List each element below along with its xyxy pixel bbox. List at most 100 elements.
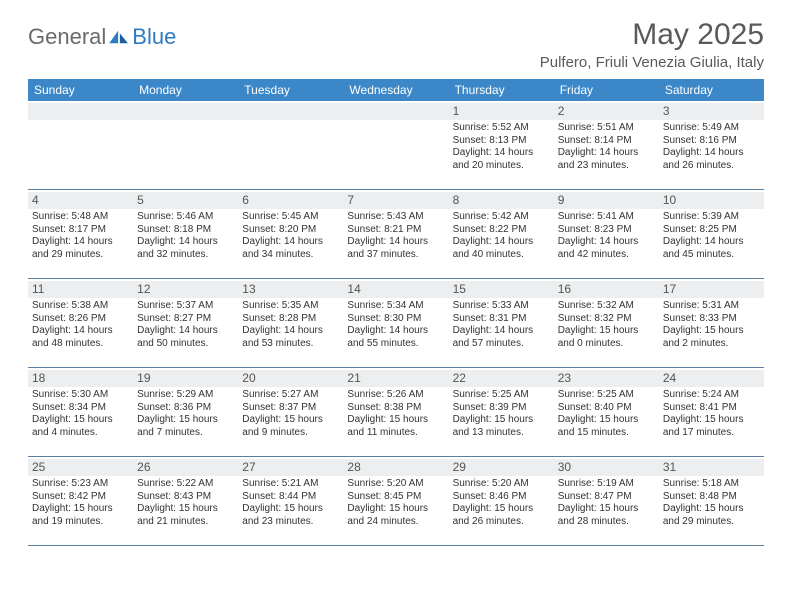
day-detail-line: and 37 minutes. bbox=[347, 249, 444, 262]
day-detail-line: Daylight: 15 hours bbox=[32, 414, 129, 427]
day-detail-line: Sunset: 8:17 PM bbox=[32, 224, 129, 237]
day-detail-line: Sunrise: 5:24 AM bbox=[663, 389, 760, 402]
day-number: 10 bbox=[659, 192, 764, 209]
dow-wednesday: Wednesday bbox=[343, 79, 448, 101]
day-cell: 10 Sunrise: 5:39 AMSunset: 8:25 PMDayligh… bbox=[659, 190, 764, 278]
week-row: 18Sunrise: 5:30 AMSunset: 8:34 PMDayligh… bbox=[28, 368, 764, 457]
day-detail-line: and 23 minutes. bbox=[242, 516, 339, 529]
logo-text-blue: Blue bbox=[132, 24, 176, 50]
day-detail-line: Sunset: 8:36 PM bbox=[137, 402, 234, 415]
day-detail-line: Sunrise: 5:33 AM bbox=[453, 300, 550, 313]
day-cell: 16Sunrise: 5:32 AMSunset: 8:32 PMDayligh… bbox=[554, 279, 659, 367]
day-number: 23 bbox=[554, 370, 659, 387]
day-cell: 22Sunrise: 5:25 AMSunset: 8:39 PMDayligh… bbox=[449, 368, 554, 456]
day-number: 21 bbox=[343, 370, 448, 387]
day-detail-line: and 19 minutes. bbox=[32, 516, 129, 529]
day-cell: 20Sunrise: 5:27 AMSunset: 8:37 PMDayligh… bbox=[238, 368, 343, 456]
day-cell: 23Sunrise: 5:25 AMSunset: 8:40 PMDayligh… bbox=[554, 368, 659, 456]
day-number: 27 bbox=[238, 459, 343, 476]
day-detail-line: Sunset: 8:31 PM bbox=[453, 313, 550, 326]
day-detail-line: and 21 minutes. bbox=[137, 516, 234, 529]
day-cell: 6Sunrise: 5:45 AMSunset: 8:20 PMDaylight… bbox=[238, 190, 343, 278]
day-detail-line: and 50 minutes. bbox=[137, 338, 234, 351]
day-detail-line: Daylight: 14 hours bbox=[453, 147, 550, 160]
day-detail-line: Sunrise: 5:30 AM bbox=[32, 389, 129, 402]
day-detail-line: Daylight: 15 hours bbox=[453, 503, 550, 516]
day-detail-line: Daylight: 14 hours bbox=[32, 236, 129, 249]
day-detail-line: and 7 minutes. bbox=[137, 427, 234, 440]
day-detail-line: Sunset: 8:30 PM bbox=[347, 313, 444, 326]
day-number: 28 bbox=[343, 459, 448, 476]
day-detail-line: Daylight: 15 hours bbox=[242, 503, 339, 516]
day-detail-line: Daylight: 14 hours bbox=[347, 325, 444, 338]
day-detail-line: Daylight: 14 hours bbox=[347, 236, 444, 249]
logo-sail-icon bbox=[108, 29, 130, 45]
day-number: 1 bbox=[449, 103, 554, 120]
day-detail-line: Daylight: 15 hours bbox=[453, 414, 550, 427]
location-subtitle: Pulfero, Friuli Venezia Giulia, Italy bbox=[540, 54, 764, 71]
day-cell: 5Sunrise: 5:46 AMSunset: 8:18 PMDaylight… bbox=[133, 190, 238, 278]
day-detail-line: Daylight: 15 hours bbox=[242, 414, 339, 427]
day-detail-line: Daylight: 14 hours bbox=[32, 325, 129, 338]
dow-saturday: Saturday bbox=[659, 79, 764, 101]
day-detail-line: Sunrise: 5:29 AM bbox=[137, 389, 234, 402]
day-detail-line: and 15 minutes. bbox=[558, 427, 655, 440]
day-detail-line: Sunset: 8:39 PM bbox=[453, 402, 550, 415]
day-number: 5 bbox=[133, 192, 238, 209]
day-cell: 14Sunrise: 5:34 AMSunset: 8:30 PMDayligh… bbox=[343, 279, 448, 367]
day-number: 30 bbox=[554, 459, 659, 476]
day-detail-line: Sunset: 8:46 PM bbox=[453, 491, 550, 504]
dow-tuesday: Tuesday bbox=[238, 79, 343, 101]
day-detail-line: Sunrise: 5:26 AM bbox=[347, 389, 444, 402]
day-detail-line: Sunset: 8:21 PM bbox=[347, 224, 444, 237]
day-detail-line: Sunset: 8:42 PM bbox=[32, 491, 129, 504]
day-detail-line: Sunset: 8:33 PM bbox=[663, 313, 760, 326]
day-detail-line: Sunset: 8:13 PM bbox=[453, 135, 550, 148]
day-detail-line: Sunset: 8:25 PM bbox=[663, 224, 760, 237]
day-cell: 8Sunrise: 5:42 AMSunset: 8:22 PMDaylight… bbox=[449, 190, 554, 278]
day-detail-line: Daylight: 14 hours bbox=[558, 147, 655, 160]
day-cell: 18Sunrise: 5:30 AMSunset: 8:34 PMDayligh… bbox=[28, 368, 133, 456]
day-detail-line: and 17 minutes. bbox=[663, 427, 760, 440]
day-detail-line: Daylight: 15 hours bbox=[347, 414, 444, 427]
day-detail-line: Sunrise: 5:45 AM bbox=[242, 211, 339, 224]
day-number: 2 bbox=[554, 103, 659, 120]
day-detail-line: Daylight: 15 hours bbox=[663, 503, 760, 516]
dow-friday: Friday bbox=[554, 79, 659, 101]
calendar-page: General Blue May 2025 Pulfero, Friuli Ve… bbox=[0, 0, 792, 566]
day-number: 14 bbox=[343, 281, 448, 298]
day-detail-line: Daylight: 14 hours bbox=[453, 236, 550, 249]
day-cell: 17Sunrise: 5:31 AMSunset: 8:33 PMDayligh… bbox=[659, 279, 764, 367]
day-detail-line: and 11 minutes. bbox=[347, 427, 444, 440]
day-detail-line: Sunrise: 5:51 AM bbox=[558, 122, 655, 135]
day-detail-line: and 48 minutes. bbox=[32, 338, 129, 351]
day-detail-line: Sunrise: 5:52 AM bbox=[453, 122, 550, 135]
day-cell: 21Sunrise: 5:26 AMSunset: 8:38 PMDayligh… bbox=[343, 368, 448, 456]
day-detail-line: Daylight: 15 hours bbox=[663, 414, 760, 427]
day-cell bbox=[133, 101, 238, 189]
day-detail-line: and 26 minutes. bbox=[453, 516, 550, 529]
day-detail-line: and 28 minutes. bbox=[558, 516, 655, 529]
day-cell: 19Sunrise: 5:29 AMSunset: 8:36 PMDayligh… bbox=[133, 368, 238, 456]
day-detail-line: Sunrise: 5:22 AM bbox=[137, 478, 234, 491]
day-detail-line: and 24 minutes. bbox=[347, 516, 444, 529]
day-detail-line: Sunrise: 5:39 AM bbox=[663, 211, 760, 224]
day-detail-line: Daylight: 14 hours bbox=[663, 147, 760, 160]
day-detail-line: and 40 minutes. bbox=[453, 249, 550, 262]
week-row: 1Sunrise: 5:52 AMSunset: 8:13 PMDaylight… bbox=[28, 101, 764, 190]
day-number: 11 bbox=[28, 281, 133, 298]
day-detail-line: and 42 minutes. bbox=[558, 249, 655, 262]
day-detail-line: Sunset: 8:16 PM bbox=[663, 135, 760, 148]
day-number: 16 bbox=[554, 281, 659, 298]
day-cell: 12Sunrise: 5:37 AMSunset: 8:27 PMDayligh… bbox=[133, 279, 238, 367]
day-detail-line: Sunset: 8:23 PM bbox=[558, 224, 655, 237]
day-detail-line: and 29 minutes. bbox=[663, 516, 760, 529]
day-detail-line: Sunset: 8:26 PM bbox=[32, 313, 129, 326]
day-detail-line: Daylight: 14 hours bbox=[663, 236, 760, 249]
day-detail-line: Daylight: 14 hours bbox=[558, 236, 655, 249]
day-cell: 11Sunrise: 5:38 AMSunset: 8:26 PMDayligh… bbox=[28, 279, 133, 367]
day-detail-line: and 13 minutes. bbox=[453, 427, 550, 440]
day-detail-line: Sunset: 8:28 PM bbox=[242, 313, 339, 326]
day-detail-line: Daylight: 14 hours bbox=[137, 325, 234, 338]
header: General Blue May 2025 Pulfero, Friuli Ve… bbox=[28, 18, 764, 71]
